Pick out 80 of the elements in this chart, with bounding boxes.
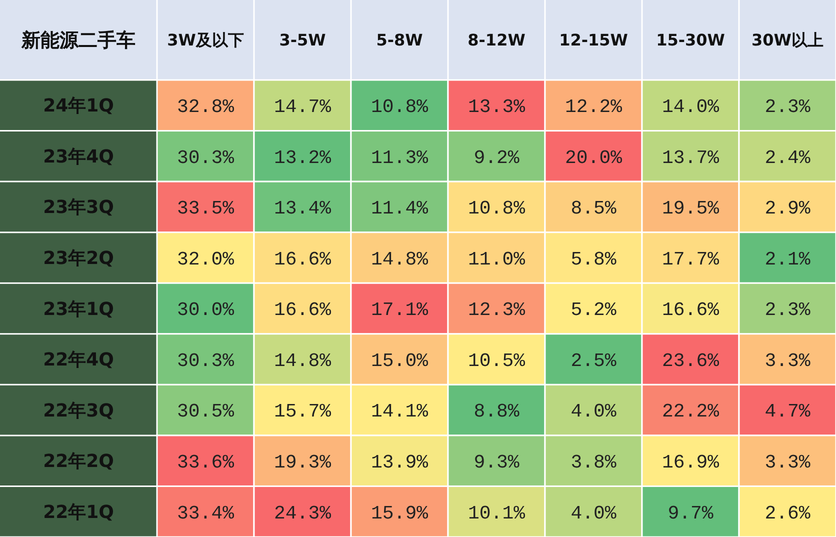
data-label: 33.5% (176, 198, 235, 220)
data-label: 2.6% (764, 502, 811, 524)
data-label: 3.3% (764, 350, 811, 372)
data-label: 19.3% (274, 451, 332, 474)
y-tick-label: 23年1Q (43, 298, 114, 320)
data-label: 8.5% (570, 198, 617, 220)
data-label: 19.5% (662, 198, 720, 220)
data-label: 2.9% (764, 198, 811, 220)
data-label: 16.6% (274, 248, 332, 270)
x-tick-label: 5-8W (376, 30, 424, 50)
data-label: 10.8% (370, 96, 429, 118)
x-tick-label: 30W以上 (752, 30, 824, 50)
data-label: 5.2% (570, 299, 617, 322)
y-axis-title: 新能源二手车 (20, 30, 136, 52)
y-tick-label: 22年4Q (43, 350, 114, 371)
x-tick-label: 12-15W (559, 30, 628, 50)
data-label: 2.1% (764, 248, 811, 270)
data-label: 14.7% (274, 96, 332, 118)
data-label: 12.3% (468, 299, 526, 322)
data-label: 17.1% (370, 299, 429, 322)
data-label: 13.9% (370, 451, 429, 474)
x-tick-label: 3-5W (279, 30, 326, 50)
data-label: 11.3% (370, 146, 429, 169)
data-label: 15.0% (370, 350, 429, 372)
data-label: 13.2% (274, 146, 332, 169)
data-label: 13.4% (274, 198, 332, 220)
data-label: 16.6% (274, 299, 332, 322)
data-label: 14.8% (370, 248, 429, 270)
y-tick-label: 22年2Q (43, 451, 114, 472)
x-tick-label: 3W及以下 (167, 30, 244, 50)
data-label: 2.4% (764, 146, 811, 169)
data-label: 5.8% (570, 248, 617, 270)
data-label: 9.7% (668, 502, 714, 524)
data-label: 14.1% (370, 400, 429, 423)
data-label: 20.0% (564, 146, 623, 169)
data-label: 16.6% (662, 299, 720, 322)
data-label: 12.2% (564, 96, 623, 118)
data-label: 22.2% (662, 400, 720, 423)
data-label: 17.7% (662, 248, 720, 270)
data-label: 16.9% (662, 451, 720, 474)
data-label: 10.1% (468, 502, 526, 524)
data-label: 9.3% (474, 451, 520, 474)
data-label: 13.7% (662, 146, 720, 169)
data-label: 8.8% (474, 400, 520, 423)
y-tick-label: 23年3Q (43, 197, 114, 218)
data-label: 11.0% (468, 248, 526, 270)
data-label: 15.7% (274, 400, 332, 423)
data-label: 9.2% (474, 146, 520, 169)
data-label: 14.8% (274, 350, 332, 372)
data-label: 30.5% (176, 400, 235, 423)
data-label: 33.6% (176, 451, 235, 474)
x-tick-label: 15-30W (656, 30, 726, 50)
y-tick-label: 22年3Q (43, 400, 114, 422)
data-label: 10.5% (468, 350, 526, 372)
data-label: 2.3% (764, 299, 811, 322)
data-label: 33.4% (176, 502, 235, 524)
data-label: 15.9% (370, 502, 429, 524)
data-label: 11.4% (370, 198, 429, 220)
data-label: 23.6% (662, 350, 720, 372)
data-label: 32.0% (176, 248, 235, 270)
data-label: 13.3% (468, 96, 526, 118)
data-label: 30.3% (176, 350, 235, 372)
data-label: 14.0% (662, 96, 720, 118)
data-label: 30.3% (176, 146, 235, 169)
data-label: 3.8% (570, 451, 617, 474)
data-label: 2.5% (570, 350, 617, 372)
data-label: 32.8% (176, 96, 235, 118)
data-label: 30.0% (176, 299, 235, 322)
x-tick-label: 8-12W (468, 30, 526, 50)
data-label: 4.7% (764, 400, 811, 423)
data-label: 4.0% (570, 502, 617, 524)
data-label: 2.3% (764, 96, 811, 118)
data-label: 10.8% (468, 198, 526, 220)
y-tick-label: 23年2Q (43, 248, 114, 270)
data-label: 4.0% (570, 400, 617, 423)
data-label: 24.3% (274, 502, 332, 524)
y-tick-label: 23年4Q (43, 146, 114, 168)
y-tick-label: 22年1Q (43, 502, 114, 523)
y-tick-label: 24年1Q (43, 96, 114, 117)
data-label: 3.3% (764, 451, 811, 474)
